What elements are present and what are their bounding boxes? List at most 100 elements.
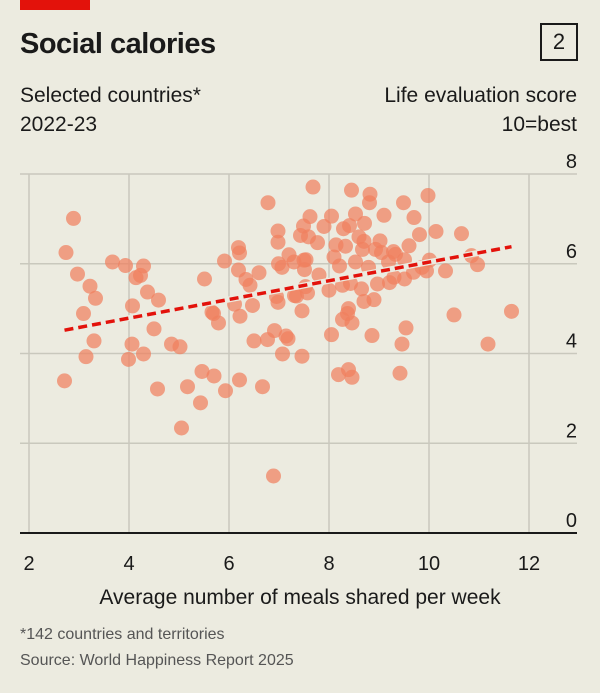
data-point [376, 207, 392, 223]
subtitle-line-2: 2022-23 [20, 113, 98, 136]
data-point [245, 297, 260, 313]
x-tick-label: 12 [518, 553, 540, 575]
data-point [78, 349, 94, 365]
data-point [310, 235, 325, 251]
data-point [321, 282, 337, 298]
data-point [454, 226, 469, 242]
data-point [311, 267, 327, 283]
data-point [232, 372, 247, 388]
data-point [267, 323, 282, 339]
data-point [396, 195, 411, 211]
x-axis-label: Average number of meals shared per week [99, 586, 501, 609]
data-point [480, 336, 496, 352]
chart-title: Social calories [20, 28, 216, 60]
data-point [287, 288, 302, 304]
data-point [174, 420, 189, 436]
data-point [357, 215, 372, 231]
data-point [392, 365, 408, 381]
data-point [275, 346, 290, 362]
data-point [348, 254, 363, 270]
x-tick-label: 6 [223, 553, 234, 575]
data-point [294, 303, 310, 319]
data-point [398, 320, 414, 336]
data-point [105, 254, 120, 270]
data-point [66, 210, 81, 226]
data-point [194, 363, 210, 379]
data-point [211, 315, 226, 331]
data-point [428, 223, 444, 239]
data-point [420, 188, 436, 204]
data-point [204, 304, 220, 320]
x-tick-label: 4 [123, 553, 134, 575]
data-point [355, 241, 370, 257]
data-point [121, 351, 136, 367]
grid [20, 173, 577, 534]
y-axis-label: Life evaluation score 10=best [384, 81, 577, 139]
data-point [438, 263, 453, 279]
x-tick-label: 8 [323, 553, 334, 575]
points [57, 179, 519, 484]
data-point [324, 208, 339, 224]
data-point [281, 247, 297, 263]
data-point [217, 253, 232, 269]
chart-subtitle: Selected countries* 2022-23 [20, 81, 201, 139]
footnote: *142 countries and territories [20, 626, 225, 643]
data-point [366, 292, 382, 308]
data-point [270, 223, 286, 239]
chart-number-badge: 2 [540, 23, 578, 61]
data-point [324, 327, 339, 343]
trendline [64, 244, 512, 332]
data-point [180, 379, 195, 395]
data-point [270, 234, 286, 250]
data-point [354, 281, 369, 297]
data-point [82, 278, 98, 294]
data-point [86, 333, 102, 349]
data-point [362, 195, 377, 211]
y-tick-label: 4 [566, 331, 577, 353]
subtitle-line-1: Selected countries* [20, 84, 201, 107]
data-point [274, 259, 290, 275]
x-tick-label: 2 [23, 553, 34, 575]
data-point [344, 182, 359, 198]
data-point [246, 333, 262, 349]
data-point [394, 336, 410, 352]
data-point [446, 307, 462, 323]
data-point [338, 238, 353, 254]
data-point [140, 284, 155, 300]
y-tick-label: 6 [566, 241, 577, 263]
data-point [232, 245, 247, 261]
data-point [370, 276, 385, 292]
data-point [280, 331, 296, 347]
y-axis-label-line-1: Life evaluation score [384, 84, 577, 107]
data-point [146, 321, 162, 337]
y-tick-label: 2 [566, 420, 577, 442]
data-point [344, 369, 360, 385]
data-point [255, 379, 270, 395]
data-point [270, 294, 286, 310]
data-point [136, 346, 151, 362]
x-tick-label: 10 [418, 553, 440, 575]
data-point [419, 263, 434, 279]
data-point [364, 328, 380, 344]
data-point [298, 252, 314, 268]
data-point [88, 290, 103, 306]
data-point [340, 306, 355, 322]
data-point [302, 209, 318, 225]
data-point [150, 381, 165, 397]
data-point [133, 267, 148, 283]
data-point [401, 238, 417, 254]
data-point [351, 229, 367, 245]
y-tick-label: 8 [566, 151, 577, 173]
data-point [232, 308, 248, 324]
tick-labels: 0 2 4 6 8 2 4 6 8 10 12 [23, 151, 577, 575]
accent-bar [20, 0, 90, 10]
data-point [326, 249, 342, 265]
data-point [374, 245, 389, 261]
data-point [76, 306, 91, 322]
data-point [342, 218, 357, 234]
data-point [470, 257, 485, 273]
y-axis-label-line-2: 10=best [501, 113, 577, 136]
data-point [206, 368, 222, 384]
data-point [316, 219, 332, 235]
data-point [124, 336, 140, 352]
